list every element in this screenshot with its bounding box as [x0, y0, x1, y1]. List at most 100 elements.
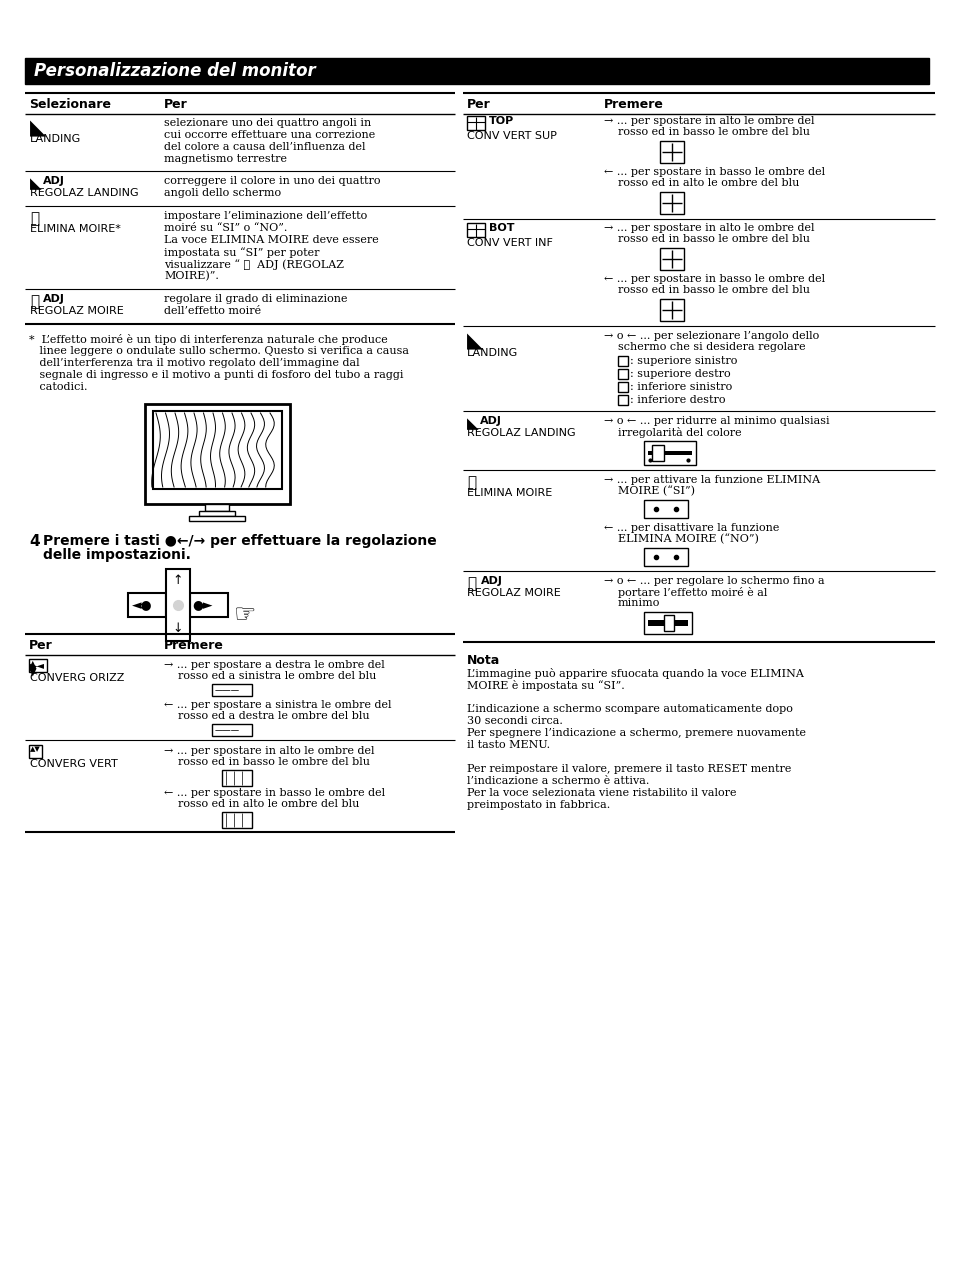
Text: MOIRE)”.: MOIRE)”. — [164, 271, 218, 282]
Text: Personalizzazione del monitor: Personalizzazione del monitor — [34, 62, 315, 80]
Text: segnale di ingresso e il motivo a punti di fosforo del tubo a raggi: segnale di ingresso e il motivo a punti … — [29, 369, 403, 380]
Text: ◣: ◣ — [467, 331, 482, 352]
Text: : inferiore sinistro: : inferiore sinistro — [629, 382, 732, 392]
Text: ELIMINA MOIRE*: ELIMINA MOIRE* — [30, 224, 121, 234]
Text: Per reimpostare il valore, premere il tasto RESET mentre: Per reimpostare il valore, premere il ta… — [467, 764, 791, 775]
Text: REGOLAZ LANDING: REGOLAZ LANDING — [467, 428, 575, 438]
Text: selezionare uno dei quattro angoli in: selezionare uno dei quattro angoli in — [164, 118, 371, 127]
Bar — [643, 499, 687, 519]
Text: ●►: ●► — [192, 598, 213, 612]
Text: TOP: TOP — [489, 116, 514, 126]
Text: L’immagine può apparire sfuocata quando la voce ELIMINA: L’immagine può apparire sfuocata quando … — [467, 668, 803, 679]
Text: : superiore sinistro: : superiore sinistro — [629, 355, 737, 366]
Text: Ⓢ: Ⓢ — [30, 294, 39, 310]
Text: MOIRE è impostata su “SI”.: MOIRE è impostata su “SI”. — [467, 680, 624, 691]
Text: rosso ed in basso le ombre del blu: rosso ed in basso le ombre del blu — [178, 757, 370, 767]
Text: ◣: ◣ — [30, 118, 46, 138]
Text: L’indicazione a schermo scompare automaticamente dopo: L’indicazione a schermo scompare automat… — [467, 705, 792, 713]
Bar — [467, 116, 484, 130]
Text: rosso ed a destra le ombre del blu: rosso ed a destra le ombre del blu — [178, 711, 369, 721]
Text: ADJ: ADJ — [43, 176, 65, 186]
Text: 4: 4 — [29, 534, 40, 549]
Text: ← ... per disattivare la funzione: ← ... per disattivare la funzione — [603, 524, 779, 533]
Text: ☞: ☞ — [233, 603, 256, 627]
Text: Premere i tasti ●←/→ per effettuare la regolazione: Premere i tasti ●←/→ per effettuare la r… — [43, 534, 436, 548]
Text: MOIRE (“SI”): MOIRE (“SI”) — [618, 485, 695, 497]
Text: cui occorre effettuare una correzione: cui occorre effettuare una correzione — [164, 130, 375, 140]
Text: correggere il colore in uno dei quattro: correggere il colore in uno dei quattro — [164, 176, 380, 186]
Bar — [618, 369, 627, 378]
Text: → ... per spostare in alto le ombre del: → ... per spostare in alto le ombre del — [164, 747, 375, 755]
Text: ← ... per spostare a sinistra le ombre del: ← ... per spostare a sinistra le ombre d… — [164, 699, 391, 710]
Text: angoli dello schermo: angoli dello schermo — [164, 189, 281, 197]
Text: Per: Per — [164, 98, 188, 111]
Text: LANDING: LANDING — [30, 134, 81, 144]
Bar — [659, 248, 683, 270]
Text: : superiore destro: : superiore destro — [629, 369, 730, 378]
Text: ADJ: ADJ — [480, 576, 502, 586]
Text: linee leggere o ondulate sullo schermo. Questo si verifica a causa: linee leggere o ondulate sullo schermo. … — [29, 347, 409, 355]
Bar — [643, 441, 696, 465]
Text: → ... per spostare in alto le ombre del: → ... per spostare in alto le ombre del — [603, 116, 814, 126]
Text: ⧫: ⧫ — [29, 660, 36, 675]
Text: ELIMINA MOIRE: ELIMINA MOIRE — [467, 488, 552, 498]
Bar — [189, 516, 245, 521]
Text: rosso ed a sinistra le ombre del blu: rosso ed a sinistra le ombre del blu — [178, 671, 376, 682]
Bar — [166, 569, 190, 641]
Text: rosso ed in alto le ombre del blu: rosso ed in alto le ombre del blu — [178, 799, 359, 809]
Text: irregolarità del colore: irregolarità del colore — [618, 427, 740, 438]
Text: → o ← ... per selezionare l’angolo dello: → o ← ... per selezionare l’angolo dello — [603, 331, 819, 341]
Text: REGOLAZ MOIRE: REGOLAZ MOIRE — [30, 306, 124, 316]
Text: BOT: BOT — [489, 223, 514, 233]
Text: delle impostazioni.: delle impostazioni. — [43, 548, 191, 562]
Text: Per spegnere l’indicazione a schermo, premere nuovamente: Per spegnere l’indicazione a schermo, pr… — [467, 727, 805, 738]
Text: Ⓢ: Ⓢ — [467, 576, 476, 591]
Bar — [128, 592, 166, 617]
Text: catodici.: catodici. — [29, 382, 88, 392]
Text: ◣: ◣ — [467, 417, 478, 431]
Text: ———: ——— — [214, 726, 240, 735]
Text: La voce ELIMINA MOIRE deve essere: La voce ELIMINA MOIRE deve essere — [164, 234, 378, 245]
Text: ELIMINA MOIRE (“NO”): ELIMINA MOIRE (“NO”) — [618, 534, 758, 544]
Text: → ... per spostare a destra le ombre del: → ... per spostare a destra le ombre del — [164, 660, 384, 670]
Text: l’indicazione a schermo è attiva.: l’indicazione a schermo è attiva. — [467, 776, 649, 786]
Text: : inferiore destro: : inferiore destro — [629, 395, 724, 405]
Text: Per la voce selezionata viene ristabilito il valore: Per la voce selezionata viene ristabilit… — [467, 789, 736, 798]
Bar — [152, 412, 282, 489]
Bar — [618, 395, 627, 405]
Text: 30 secondi circa.: 30 secondi circa. — [467, 716, 562, 726]
Bar — [659, 299, 683, 321]
Text: CONVERG VERT: CONVERG VERT — [30, 759, 117, 769]
Bar — [643, 612, 691, 634]
Bar — [222, 769, 252, 786]
Bar — [25, 59, 928, 84]
Text: ◣: ◣ — [30, 176, 42, 191]
Text: rosso ed in basso le ombre del blu: rosso ed in basso le ombre del blu — [618, 127, 809, 138]
Text: schermo che si desidera regolare: schermo che si desidera regolare — [618, 341, 804, 352]
Text: moiré su “SI” o “NO”.: moiré su “SI” o “NO”. — [164, 223, 287, 233]
Bar — [212, 724, 252, 736]
Text: *  L’effetto moiré è un tipo di interferenza naturale che produce: * L’effetto moiré è un tipo di interfere… — [29, 334, 387, 345]
Bar — [663, 615, 673, 631]
Text: rosso ed in basso le ombre del blu: rosso ed in basso le ombre del blu — [618, 285, 809, 296]
Text: Selezionare: Selezionare — [29, 98, 111, 111]
Text: rosso ed in basso le ombre del blu: rosso ed in basso le ombre del blu — [618, 234, 809, 245]
Text: Ⓢ: Ⓢ — [30, 211, 39, 225]
Text: ← ... per spostare in basso le ombre del: ← ... per spostare in basso le ombre del — [603, 167, 824, 177]
Text: ← ... per spostare in basso le ombre del: ← ... per spostare in basso le ombre del — [603, 274, 824, 284]
Bar — [659, 141, 683, 163]
Bar — [618, 382, 627, 392]
Text: CONVERG ORIZZ: CONVERG ORIZZ — [30, 673, 124, 683]
Text: visualizzare “ Ⓢ  ADJ (REGOLAZ: visualizzare “ Ⓢ ADJ (REGOLAZ — [164, 259, 343, 270]
Bar — [29, 745, 42, 758]
Text: dell’effetto moiré: dell’effetto moiré — [164, 306, 261, 316]
Bar — [467, 223, 484, 237]
Text: → o ← ... per ridurre al minimo qualsiasi: → o ← ... per ridurre al minimo qualsias… — [603, 417, 829, 426]
Text: impostare l’eliminazione dell’effetto: impostare l’eliminazione dell’effetto — [164, 211, 367, 220]
Bar — [222, 812, 252, 828]
Text: LANDING: LANDING — [467, 348, 517, 358]
Text: REGOLAZ LANDING: REGOLAZ LANDING — [30, 189, 138, 197]
Bar — [145, 404, 290, 505]
Text: ◄●: ◄● — [132, 598, 152, 612]
Text: REGOLAZ MOIRE: REGOLAZ MOIRE — [467, 589, 560, 598]
